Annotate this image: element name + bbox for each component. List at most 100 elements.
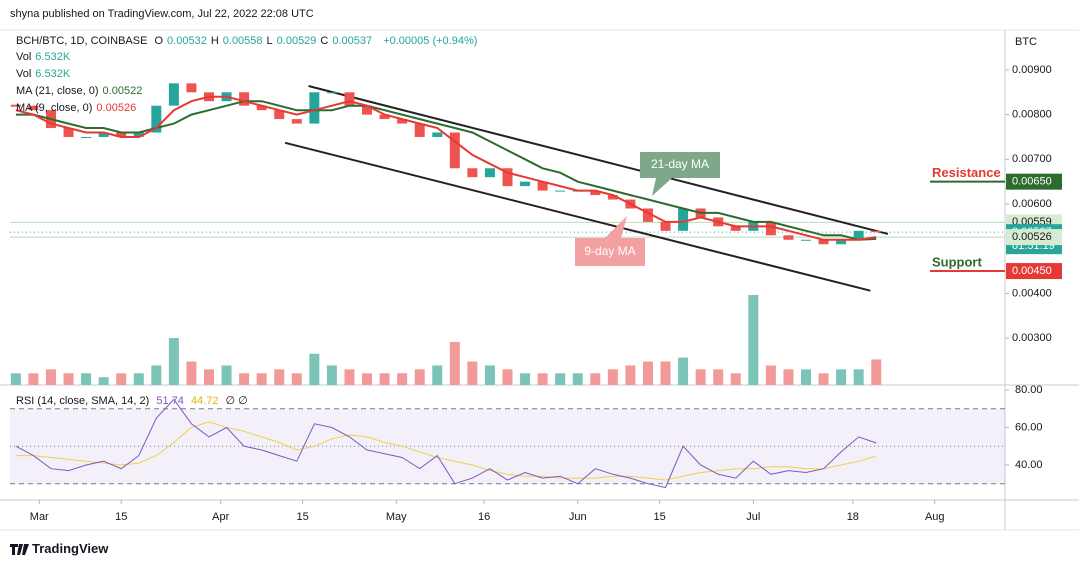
candle: [555, 190, 566, 192]
ma21-callout: 21-day MA: [640, 152, 720, 196]
ohlc-value: 0.00537: [332, 35, 373, 47]
volume-bar: [221, 365, 232, 385]
candle: [449, 132, 460, 169]
candle: [660, 221, 671, 231]
candle: [765, 221, 776, 236]
rsi-line: [15, 398, 877, 489]
ma21-line: [15, 100, 877, 241]
rsi-title: RSI (14, close, SMA, 14, 2): [16, 395, 150, 407]
volume-bar: [625, 365, 636, 385]
rsi-value: 51.74: [156, 395, 184, 407]
legend-name: MA (9, close, 0): [16, 102, 93, 114]
x-tick-label: May: [386, 511, 407, 523]
volume-bar: [818, 373, 829, 385]
volume-bar: [326, 365, 337, 385]
ma9-callout: 9-day MA: [575, 216, 645, 266]
callout-box: [640, 152, 720, 196]
volume-bar: [151, 365, 162, 385]
publisher: shyna published on TradingView.com, Jul …: [10, 8, 314, 20]
candle: [291, 119, 302, 124]
ohlc-value: 0.00532: [167, 35, 207, 47]
volume-bar: [520, 373, 531, 385]
candle: [484, 168, 495, 178]
legend-value: 0.00526: [96, 102, 137, 114]
candle: [309, 92, 320, 124]
price-badge: [1006, 173, 1062, 190]
volume-bar: [397, 373, 408, 385]
symbol: BCH/BTC, 1D, COINBASE: [16, 35, 148, 47]
volume-bar: [607, 369, 618, 385]
candle: [362, 105, 373, 115]
volume-bar: [748, 295, 759, 385]
ohlc: O 0.00532 H 0.00558 L 0.00529 C 0.00537: [154, 35, 376, 47]
candle: [642, 208, 653, 222]
ohlc-key: H: [210, 35, 219, 47]
rsi-legend: RSI (14, close, SMA, 14, 2) 51.74 44.72 …: [16, 394, 252, 407]
x-tick-label: 18: [847, 511, 859, 523]
rsi-sma-value: 44.72: [190, 395, 219, 407]
price-badge: [1006, 229, 1062, 246]
y-tick-label: 40.00: [1015, 459, 1043, 471]
volume-bar: [765, 365, 776, 385]
volume-bar: [379, 373, 390, 385]
volume-bar: [572, 373, 583, 385]
candle: [344, 92, 355, 106]
candle: [467, 168, 478, 178]
ma9-line: [15, 95, 877, 241]
callout-text: 9-day MA: [584, 244, 635, 258]
volume-bar: [10, 373, 21, 385]
candle: [151, 105, 162, 133]
volume-bar: [713, 369, 724, 385]
candle: [520, 181, 531, 187]
legend-row: Vol 6.532K: [16, 68, 74, 80]
candle: [168, 83, 179, 106]
candle: [432, 132, 443, 137]
candle: [730, 226, 741, 231]
volume-bar: [853, 369, 864, 385]
x-tick-label: Mar: [30, 511, 49, 523]
rsi-extra: ∅ ∅: [225, 395, 248, 407]
legend-value: 6.532K: [35, 51, 71, 63]
volume-bar: [642, 361, 653, 385]
candle: [590, 190, 601, 196]
volume-bar: [660, 361, 671, 385]
x-tick-label: 15: [654, 511, 666, 523]
volume-bar: [274, 369, 285, 385]
candle: [783, 235, 794, 240]
candle: [10, 104, 21, 107]
volume-bar: [28, 373, 39, 385]
ohlc-key: C: [320, 35, 329, 47]
volume-bar: [730, 373, 741, 385]
candle: [274, 110, 285, 120]
volume-bar: [81, 373, 92, 385]
y-tick-label: 0.00400: [1012, 287, 1052, 299]
volume-bar: [45, 369, 56, 385]
volume-bar: [168, 338, 179, 385]
candle: [63, 128, 74, 137]
x-tick-label: Apr: [212, 511, 229, 523]
volume-bar: [98, 377, 109, 385]
volume-bar: [695, 369, 706, 385]
volume-bar: [783, 369, 794, 385]
x-tick-label: Aug: [925, 511, 945, 523]
volume-bar: [678, 357, 689, 385]
candle: [186, 83, 197, 93]
volume-bar: [63, 373, 74, 385]
x-tick-label: 15: [115, 511, 127, 523]
channel-line: [284, 141, 871, 292]
volume-bar: [432, 365, 443, 385]
volume-bar: [133, 373, 144, 385]
volume-bar: [239, 373, 250, 385]
volume-bar: [555, 373, 566, 385]
x-tick-label: Jul: [746, 511, 760, 523]
volume-bar: [449, 341, 460, 385]
volume-bar: [801, 369, 811, 385]
x-tick-label: Jun: [569, 511, 587, 523]
candle: [853, 230, 864, 240]
unit-label: BTC: [1015, 36, 1037, 48]
legend-name: Vol: [16, 51, 32, 63]
y-tick-label: 0.00800: [1012, 109, 1052, 121]
volume-bar: [309, 353, 320, 385]
rsi-sma-line: [15, 421, 877, 481]
